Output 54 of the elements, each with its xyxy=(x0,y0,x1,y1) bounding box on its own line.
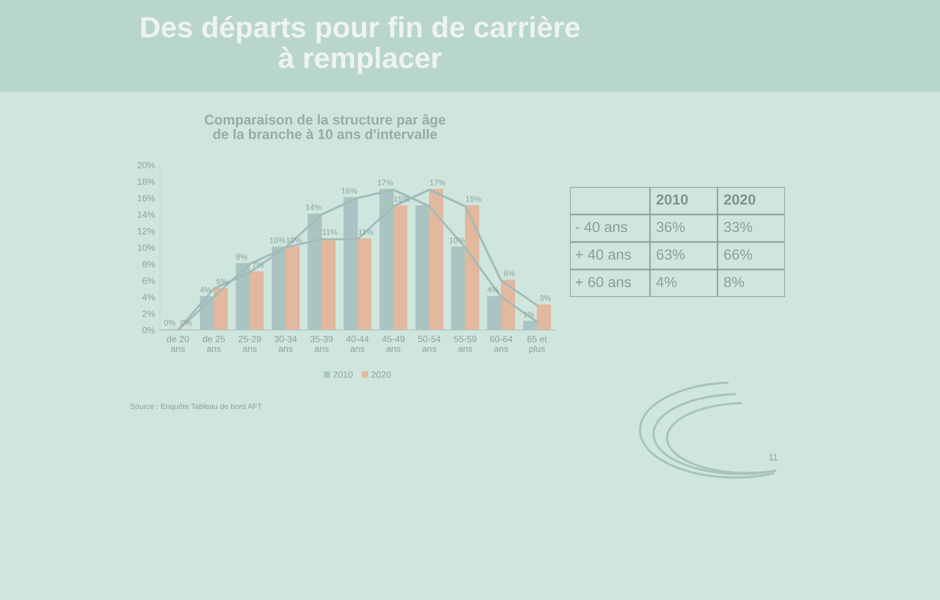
text: 11 xyxy=(769,454,778,460)
x-tick-label: 50-54 ans xyxy=(418,336,441,352)
data-label: 14% xyxy=(306,204,322,210)
y-tick-label: 0% xyxy=(142,326,155,334)
data-label: 4% xyxy=(200,286,212,293)
y-tick-label: 6% xyxy=(142,277,155,284)
data-label: 10% xyxy=(450,237,465,244)
data-label: 15% xyxy=(394,196,410,202)
category-label: - 40 ans xyxy=(576,222,628,232)
data-label: 11% xyxy=(322,229,338,235)
x-tick-label: 40-44 ans xyxy=(346,336,369,352)
y-tick-label: 18% xyxy=(138,178,155,185)
text: 66% xyxy=(724,249,752,260)
y-tick-label: 4% xyxy=(142,294,155,300)
category-label: 2010 xyxy=(656,194,688,205)
text: 33% xyxy=(724,222,752,232)
y-tick-label: 14% xyxy=(138,212,155,218)
data-label: 0% xyxy=(164,320,176,326)
legend-label: 2020 xyxy=(371,371,391,378)
x-tick-label: de 20 ans xyxy=(167,336,189,352)
text: 36% xyxy=(656,222,685,232)
data-label: 16% xyxy=(342,188,358,194)
y-tick-label: 20% xyxy=(138,162,155,168)
text: 63% xyxy=(656,249,685,260)
y-tick-label: 2% xyxy=(142,310,155,317)
y-tick-label: 16% xyxy=(138,194,155,202)
x-tick-label: 25-29 ans xyxy=(238,336,261,352)
data-label: 6% xyxy=(504,270,515,276)
x-tick-label: 45-49 ans xyxy=(382,336,405,352)
legend-label: 2010 xyxy=(333,371,353,378)
data-label: 7% xyxy=(252,262,264,268)
data-label: 8% xyxy=(236,254,248,260)
y-tick-label: 10% xyxy=(138,244,155,251)
x-tick-label: de 25 ans xyxy=(202,336,225,352)
data-label: 4% xyxy=(487,286,498,293)
y-tick-label: 8% xyxy=(142,260,155,268)
x-tick-label: 55-59 ans xyxy=(454,336,476,352)
x-tick-label: 65 et plus xyxy=(527,336,548,354)
x-tick-label: 60-64 ans xyxy=(490,336,512,352)
data-label: 3% xyxy=(540,295,551,301)
text: 4% xyxy=(656,276,677,288)
chart-subtitle: Comparaison de la structure par âge de la branche à 10 ans d'intervalle xyxy=(204,114,446,140)
y-tick-label: 12% xyxy=(138,228,155,234)
data-label: 17% xyxy=(430,180,446,186)
x-tick-label: 30-34 ans xyxy=(274,336,297,352)
text: 8% xyxy=(724,276,744,288)
data-label: 10% xyxy=(270,237,286,244)
data-label: 5% xyxy=(216,278,228,284)
x-tick-label: 35-39 ans xyxy=(310,336,333,352)
category-label: + 60 ans xyxy=(576,276,631,288)
category-label: + 40 ans xyxy=(576,249,631,260)
data-label: 15% xyxy=(466,196,482,202)
category-label: 2020 xyxy=(724,194,756,205)
data-label: 17% xyxy=(378,180,393,186)
